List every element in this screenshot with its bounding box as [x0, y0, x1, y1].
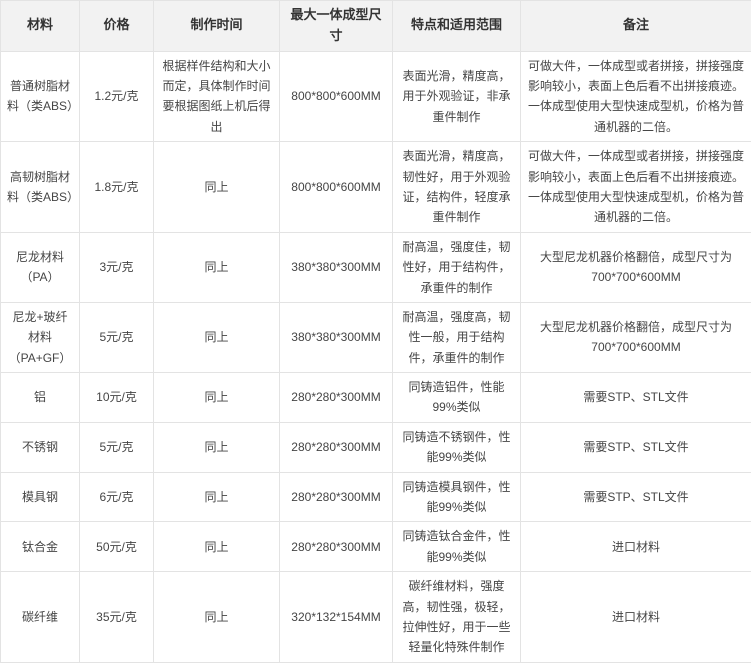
cell-features: 同铸造铝件，性能99%类似 [393, 373, 521, 423]
cell-max-size: 800*800*600MM [280, 142, 393, 233]
header-row: 材料 价格 制作时间 最大一体成型尺寸 特点和适用范围 备注 [1, 1, 751, 52]
cell-material: 碳纤维 [1, 572, 80, 663]
cell-features: 同铸造钛合金件，性能99%类似 [393, 522, 521, 572]
cell-production-time: 同上 [154, 302, 280, 372]
column-header-price: 价格 [80, 1, 154, 52]
cell-material: 高韧树脂材料（类ABS） [1, 142, 80, 233]
cell-remarks: 需要STP、STL文件 [521, 373, 751, 423]
cell-max-size: 380*380*300MM [280, 302, 393, 372]
cell-price: 5元/克 [80, 302, 154, 372]
cell-material: 钛合金 [1, 522, 80, 572]
cell-material: 模具钢 [1, 472, 80, 522]
cell-max-size: 380*380*300MM [280, 232, 393, 302]
cell-production-time: 同上 [154, 522, 280, 572]
cell-price: 5元/克 [80, 422, 154, 472]
cell-remarks: 大型尼龙机器价格翻倍，成型尺寸为700*700*600MM [521, 232, 751, 302]
cell-material: 铝 [1, 373, 80, 423]
table-row-nylon-glass-fiber: 尼龙+玻纤材料（PA+GF） 5元/克 同上 380*380*300MM 耐高温… [1, 302, 751, 372]
table-row-stainless-steel: 不锈钢 5元/克 同上 280*280*300MM 同铸造不锈钢件，性能99%类… [1, 422, 751, 472]
cell-production-time: 同上 [154, 472, 280, 522]
cell-production-time: 同上 [154, 373, 280, 423]
cell-material: 不锈钢 [1, 422, 80, 472]
cell-price: 3元/克 [80, 232, 154, 302]
table-row-mold-steel: 模具钢 6元/克 同上 280*280*300MM 同铸造模具钢件，性能99%类… [1, 472, 751, 522]
cell-material: 尼龙材料（PA） [1, 232, 80, 302]
cell-price: 50元/克 [80, 522, 154, 572]
cell-price: 10元/克 [80, 373, 154, 423]
cell-production-time: 根据样件结构和大小而定，具体制作时间要根据图纸上机后得出 [154, 51, 280, 142]
cell-material: 普通树脂材料（类ABS） [1, 51, 80, 142]
cell-production-time: 同上 [154, 572, 280, 663]
cell-remarks: 需要STP、STL文件 [521, 472, 751, 522]
table-row-aluminum: 铝 10元/克 同上 280*280*300MM 同铸造铝件，性能99%类似 需… [1, 373, 751, 423]
cell-material: 尼龙+玻纤材料（PA+GF） [1, 302, 80, 372]
cell-max-size: 320*132*154MM [280, 572, 393, 663]
cell-production-time: 同上 [154, 142, 280, 233]
cell-remarks: 进口材料 [521, 522, 751, 572]
cell-remarks: 需要STP、STL文件 [521, 422, 751, 472]
cell-remarks: 可做大件，一体成型或者拼接，拼接强度影响较小，表面上色后看不出拼接痕迹。一体成型… [521, 142, 751, 233]
cell-features: 碳纤维材料，强度高，韧性强，极轻，拉伸性好，用于一些轻量化特殊件制作 [393, 572, 521, 663]
column-header-remarks: 备注 [521, 1, 751, 52]
cell-price: 1.2元/克 [80, 51, 154, 142]
cell-features: 表面光滑，精度高，用于外观验证，非承重件制作 [393, 51, 521, 142]
cell-max-size: 280*280*300MM [280, 472, 393, 522]
cell-price: 1.8元/克 [80, 142, 154, 233]
cell-features: 同铸造不锈钢件，性能99%类似 [393, 422, 521, 472]
cell-max-size: 280*280*300MM [280, 522, 393, 572]
column-header-features: 特点和适用范围 [393, 1, 521, 52]
cell-features: 耐高温，强度佳，韧性好，用于结构件，承重件的制作 [393, 232, 521, 302]
cell-price: 6元/克 [80, 472, 154, 522]
column-header-material: 材料 [1, 1, 80, 52]
table-row-tough-resin: 高韧树脂材料（类ABS） 1.8元/克 同上 800*800*600MM 表面光… [1, 142, 751, 233]
cell-production-time: 同上 [154, 422, 280, 472]
table-row-titanium-alloy: 钛合金 50元/克 同上 280*280*300MM 同铸造钛合金件，性能99%… [1, 522, 751, 572]
table-row-nylon: 尼龙材料（PA） 3元/克 同上 380*380*300MM 耐高温，强度佳，韧… [1, 232, 751, 302]
cell-features: 耐高温，强度高，韧性一般，用于结构件，承重件的制作 [393, 302, 521, 372]
cell-remarks: 大型尼龙机器价格翻倍，成型尺寸为700*700*600MM [521, 302, 751, 372]
cell-max-size: 280*280*300MM [280, 422, 393, 472]
cell-features: 同铸造模具钢件，性能99%类似 [393, 472, 521, 522]
column-header-production-time: 制作时间 [154, 1, 280, 52]
cell-remarks: 进口材料 [521, 572, 751, 663]
cell-max-size: 800*800*600MM [280, 51, 393, 142]
column-header-max-size: 最大一体成型尺寸 [280, 1, 393, 52]
cell-price: 35元/克 [80, 572, 154, 663]
cell-production-time: 同上 [154, 232, 280, 302]
cell-max-size: 280*280*300MM [280, 373, 393, 423]
table-row-ordinary-resin: 普通树脂材料（类ABS） 1.2元/克 根据样件结构和大小而定，具体制作时间要根… [1, 51, 751, 142]
cell-remarks: 可做大件，一体成型或者拼接，拼接强度影响较小，表面上色后看不出拼接痕迹。一体成型… [521, 51, 751, 142]
cell-features: 表面光滑，精度高，韧性好，用于外观验证，结构件，轻度承重件制作 [393, 142, 521, 233]
table-row-carbon-fiber: 碳纤维 35元/克 同上 320*132*154MM 碳纤维材料，强度高，韧性强… [1, 572, 751, 663]
